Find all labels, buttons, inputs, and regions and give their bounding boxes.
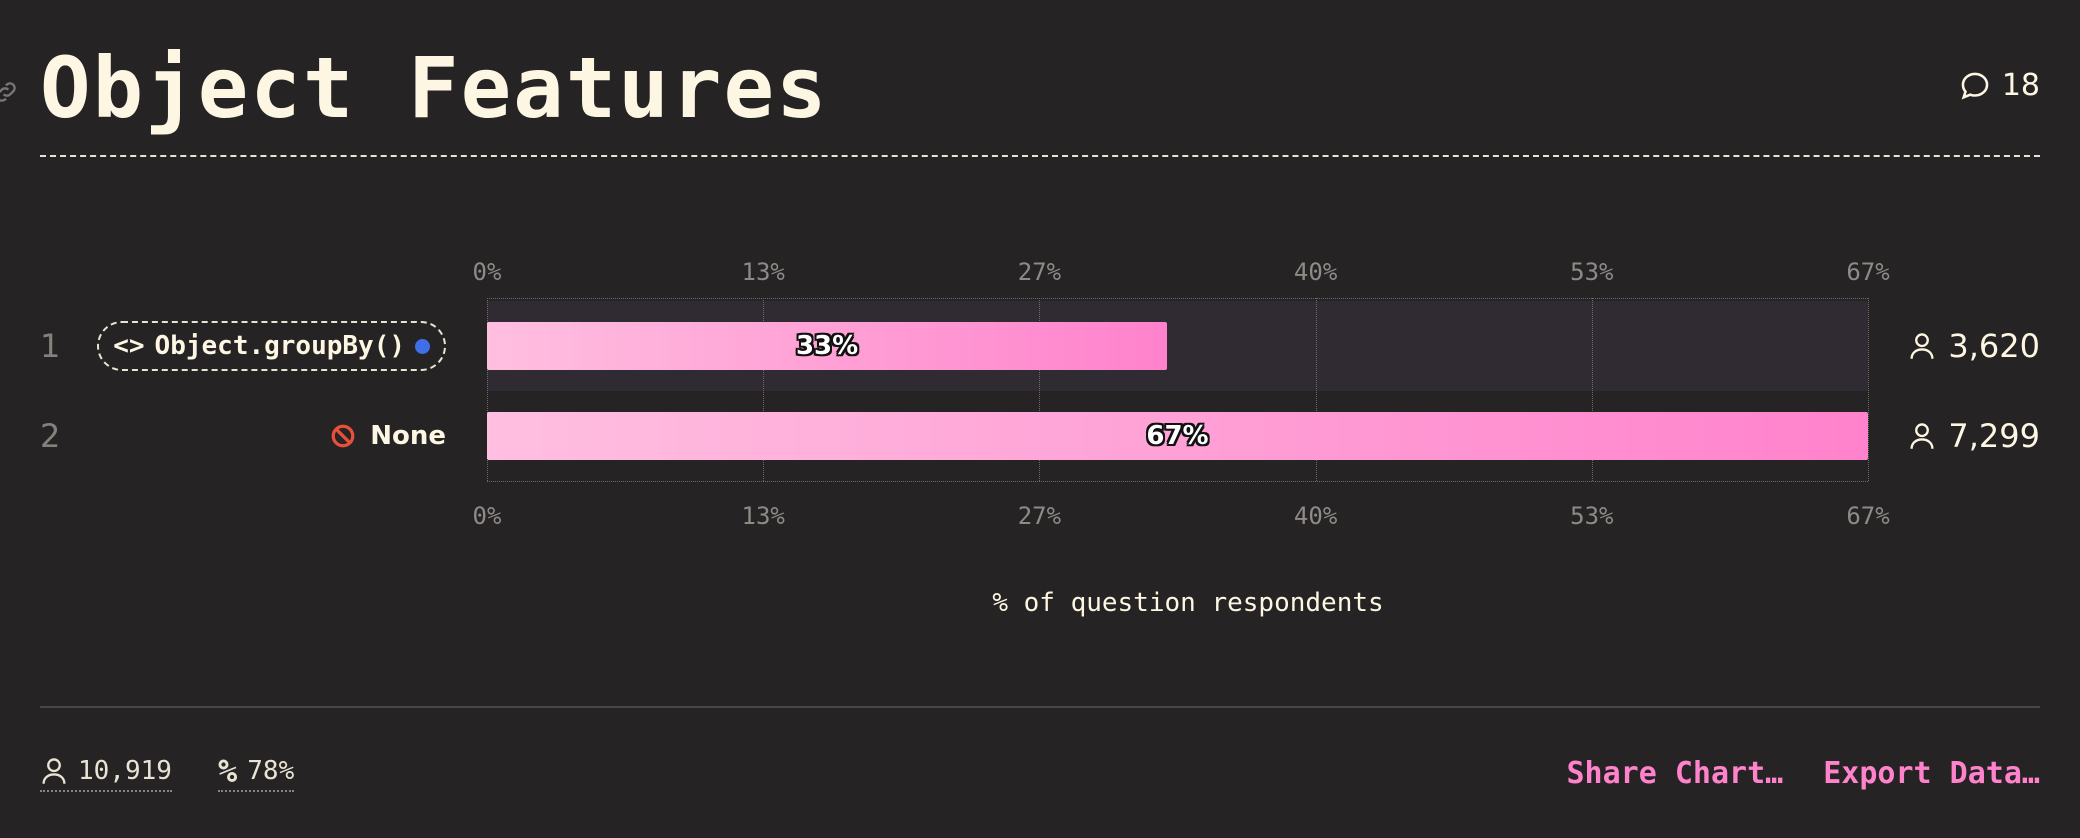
plot-frame-top (487, 298, 1868, 299)
bottom-tick-label: 0% (472, 502, 502, 530)
grid-line (1868, 298, 1869, 481)
row-rank: 2 (40, 417, 61, 455)
respondents-value: 10,919 (78, 756, 172, 786)
bottom-tick-label: 13% (741, 502, 785, 530)
grid-line (763, 298, 765, 481)
prohibited-icon (331, 424, 355, 448)
share-chart-link[interactable]: Share Chart… (1566, 756, 1784, 791)
percent-value: 78% (247, 756, 295, 786)
bottom-tick-label: 27% (1017, 502, 1062, 530)
percent-icon: % (218, 752, 238, 790)
person-icon (1910, 333, 1934, 359)
percent-stat[interactable]: % 78% (218, 752, 295, 792)
person-icon (1910, 423, 1934, 449)
grid-line (1315, 298, 1317, 481)
chart-actions: Share Chart… Export Data… (1567, 756, 2041, 791)
title-divider (40, 155, 2040, 157)
respondents-stat[interactable]: 10,919 (40, 756, 172, 792)
bottom-tick-label: 67% (1846, 502, 1890, 530)
person-icon (42, 758, 66, 784)
bottom-tick-label: 40% (1293, 502, 1338, 530)
comments-button[interactable]: 18 (1958, 68, 2040, 103)
respondent-count-value: 3,620 (1948, 327, 2040, 365)
bar-value-label: 67% (1146, 421, 1209, 451)
top-tick-label: 13% (741, 258, 785, 286)
feature-label-none[interactable]: None (330, 421, 446, 451)
link-icon[interactable] (0, 78, 20, 106)
export-data-link[interactable]: Export Data… (1823, 756, 2040, 791)
comment-icon (1961, 72, 1989, 100)
grid-line (1039, 298, 1041, 481)
bar[interactable]: 67% (487, 412, 1868, 460)
status-dot-icon (415, 338, 430, 354)
respondent-count-value: 7,299 (1948, 417, 2040, 455)
code-icon: <> (113, 331, 145, 361)
top-tick-label: 67% (1846, 258, 1890, 286)
bar-value-label: 33% (795, 331, 859, 361)
category-label: None (370, 421, 446, 451)
footer-divider (40, 706, 2040, 708)
top-tick-label: 27% (1017, 258, 1062, 286)
grid-line (487, 298, 488, 481)
grid-line (1591, 298, 1593, 481)
category-label: Object.groupBy() (154, 331, 405, 361)
top-tick-label: 0% (472, 258, 502, 286)
top-tick-label: 40% (1293, 258, 1338, 286)
page-title: Object Features (40, 39, 829, 137)
plot-area: 33% 67% (487, 298, 1869, 482)
row-rank: 1 (40, 327, 61, 365)
respondent-count: 7,299 (1908, 417, 2040, 455)
comment-count: 18 (2001, 68, 2040, 103)
feature-label-pill[interactable]: <> Object.groupBy() (97, 321, 446, 371)
top-tick-label: 53% (1570, 258, 1614, 286)
plot-frame-bottom (487, 481, 1868, 482)
bar[interactable]: 33% (487, 322, 1168, 370)
bottom-tick-label: 53% (1570, 502, 1614, 530)
x-axis-title: % of question respondents (992, 588, 1384, 618)
respondent-count: 3,620 (1908, 327, 2040, 365)
